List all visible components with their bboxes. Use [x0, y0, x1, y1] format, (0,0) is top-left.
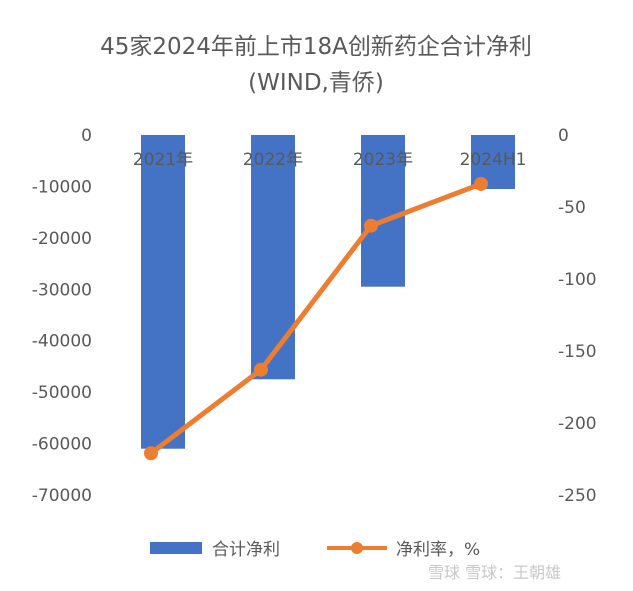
right-tick-label: -50 [558, 198, 586, 218]
net-margin-point [364, 218, 378, 233]
net-margin-point [254, 362, 268, 377]
right-tick-label: -100 [558, 270, 597, 290]
bar [251, 135, 295, 380]
watermark: 雪球 雪球：王朝雄 [428, 563, 561, 582]
category-label: 2024H1 [460, 150, 527, 170]
bar-series [141, 135, 515, 449]
legend-label-line: 净利率，% [396, 540, 480, 560]
left-tick-label: -50000 [32, 383, 92, 403]
left-tick-label: 0 [81, 126, 92, 146]
bar [141, 135, 185, 449]
chart-title: 45家2024年前上市18A创新药企合计净利 [100, 34, 532, 60]
left-axis-ticks: 0 -10000 -20000 -30000 -40000 -50000 -60000 -70… [32, 126, 92, 506]
net-margin-point [144, 446, 158, 461]
category-label: 2021年 [133, 150, 193, 170]
left-tick-label: -10000 [32, 177, 92, 197]
left-tick-label: -70000 [32, 486, 92, 506]
right-axis-ticks: 0 -50 -100 -150 -200 -250 [558, 126, 597, 506]
category-labels: 2021年 2022年 2023年 2024H1 [133, 150, 527, 170]
net-margin-point [474, 176, 488, 191]
category-label: 2022年 [243, 150, 303, 170]
right-tick-label: -250 [558, 486, 597, 506]
net-margin-line [148, 181, 484, 456]
right-tick-label: -150 [558, 342, 597, 362]
right-tick-label: 0 [558, 126, 569, 146]
left-tick-label: -60000 [32, 435, 92, 455]
category-label: 2023年 [353, 150, 413, 170]
right-tick-label: -200 [558, 414, 597, 434]
left-tick-label: -40000 [32, 332, 92, 352]
legend: 合计净利 净利率，% [150, 540, 480, 560]
legend-swatch-marker [351, 542, 363, 554]
legend-swatch-bar [150, 542, 202, 554]
legend-label-bar: 合计净利 [212, 540, 280, 560]
left-tick-label: -20000 [32, 229, 92, 249]
bar [361, 135, 405, 287]
chart-subtitle: (WIND,青侨) [248, 70, 384, 96]
line-series [144, 176, 488, 461]
left-tick-label: -30000 [32, 280, 92, 300]
